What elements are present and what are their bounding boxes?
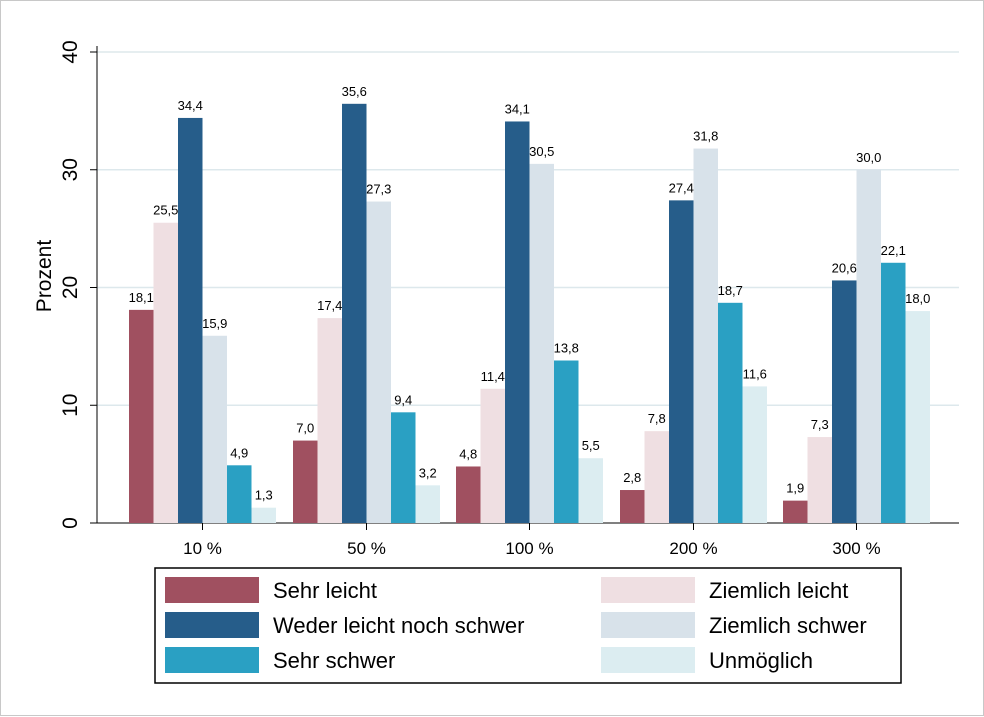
axis-layer: Prozent 0 10 20 30 40 10 % 50 % 100 % 200 % 300 % bbox=[33, 40, 959, 558]
bar-1-4 bbox=[620, 490, 645, 523]
legend-label-5: Sehr schwer bbox=[273, 648, 395, 673]
bar-1-2 bbox=[293, 440, 318, 523]
bar-4-2 bbox=[366, 201, 391, 524]
bar-2-5 bbox=[807, 437, 832, 523]
bar-3-2 bbox=[342, 103, 367, 523]
bar-5-5 bbox=[881, 262, 906, 523]
bar-4-4 bbox=[693, 148, 718, 523]
data-label-4-2: 27,3 bbox=[366, 182, 391, 197]
data-label-2-1: 25,5 bbox=[153, 203, 178, 218]
data-label-3-1: 34,4 bbox=[178, 98, 203, 113]
bar-5-4 bbox=[718, 302, 743, 523]
bar-2-4 bbox=[644, 431, 669, 523]
bar-6-5 bbox=[905, 311, 930, 523]
legend-label-6: Unmöglich bbox=[709, 648, 813, 673]
bar-5-3 bbox=[554, 360, 579, 523]
bar-6-1 bbox=[251, 507, 276, 523]
y-tick-label-30: 30 bbox=[59, 158, 82, 181]
bar-2-2 bbox=[317, 318, 342, 523]
x-tick-label-1: 10 % bbox=[183, 539, 222, 558]
bar-6-2 bbox=[415, 485, 440, 523]
data-label-1-3: 4,8 bbox=[459, 446, 477, 461]
data-label-6-2: 3,2 bbox=[419, 465, 437, 480]
bar-4-5 bbox=[856, 169, 881, 523]
legend-swatch-3 bbox=[165, 612, 259, 638]
bar-2-3 bbox=[480, 388, 505, 523]
x-tick-label-3: 100 % bbox=[505, 539, 553, 558]
data-label-1-5: 1,9 bbox=[786, 481, 804, 496]
bar-5-1 bbox=[227, 465, 252, 523]
y-axis-label: Prozent bbox=[33, 240, 56, 313]
legend-swatch-2 bbox=[601, 577, 695, 603]
bars-layer bbox=[129, 103, 930, 524]
x-tick-label-2: 50 % bbox=[347, 539, 386, 558]
legend-swatch-5 bbox=[165, 647, 259, 673]
bar-3-3 bbox=[505, 121, 530, 523]
bar-5-2 bbox=[391, 412, 416, 523]
bar-2-1 bbox=[153, 222, 178, 524]
data-label-4-4: 31,8 bbox=[693, 129, 718, 144]
data-label-2-3: 11,4 bbox=[481, 369, 505, 384]
data-label-2-5: 7,3 bbox=[811, 417, 829, 432]
legend-swatch-6 bbox=[601, 647, 695, 673]
bar-4-1 bbox=[202, 335, 227, 523]
data-label-3-2: 35,6 bbox=[342, 84, 367, 99]
legend-label-1: Sehr leicht bbox=[273, 578, 377, 603]
data-label-1-1: 18,1 bbox=[129, 290, 154, 305]
data-label-1-4: 2,8 bbox=[623, 470, 641, 485]
data-label-6-1: 1,3 bbox=[255, 488, 273, 503]
data-label-3-4: 27,4 bbox=[669, 180, 694, 195]
bar-3-5 bbox=[832, 280, 857, 523]
data-label-2-4: 7,8 bbox=[648, 411, 666, 426]
bar-4-3 bbox=[529, 163, 554, 524]
data-label-4-1: 15,9 bbox=[202, 316, 227, 331]
bar-1-1 bbox=[129, 309, 154, 523]
data-label-5-5: 22,1 bbox=[881, 243, 906, 258]
legend-label-4: Ziemlich schwer bbox=[709, 613, 867, 638]
legend-label-3: Weder leicht noch schwer bbox=[273, 613, 525, 638]
legend-box bbox=[154, 567, 902, 684]
bar-6-4 bbox=[742, 386, 767, 523]
data-label-6-5: 18,0 bbox=[905, 291, 930, 306]
x-tick-label-4: 200 % bbox=[669, 539, 717, 558]
y-tick-label-40: 40 bbox=[59, 40, 82, 63]
data-label-6-4: 11,6 bbox=[743, 366, 767, 381]
legend-label-2: Ziemlich leicht bbox=[709, 578, 848, 603]
legend: Sehr leicht Ziemlich leicht Weder leicht n… bbox=[154, 567, 902, 684]
data-label-5-1: 4,9 bbox=[230, 445, 248, 460]
x-tick-label-5: 300 % bbox=[832, 539, 880, 558]
y-tick-label-0: 0 bbox=[59, 517, 82, 529]
data-label-6-3: 5,5 bbox=[582, 438, 600, 453]
legend-swatch-4 bbox=[601, 612, 695, 638]
data-label-4-5: 30,0 bbox=[856, 150, 881, 165]
bar-6-3 bbox=[578, 458, 603, 523]
data-label-2-2: 17,4 bbox=[317, 298, 342, 313]
bar-1-5 bbox=[783, 500, 808, 523]
data-label-5-2: 9,4 bbox=[394, 392, 412, 407]
bar-1-3 bbox=[456, 466, 481, 523]
data-label-5-4: 18,7 bbox=[718, 283, 743, 298]
data-label-3-3: 34,1 bbox=[505, 101, 530, 116]
data-label-3-5: 20,6 bbox=[832, 260, 857, 275]
data-label-5-3: 13,8 bbox=[554, 341, 579, 356]
data-label-4-3: 30,5 bbox=[529, 144, 554, 159]
bar-3-1 bbox=[178, 117, 203, 523]
legend-swatch-1 bbox=[165, 577, 259, 603]
y-tick-label-20: 20 bbox=[59, 276, 82, 299]
y-tick-label-10: 10 bbox=[59, 394, 82, 417]
data-labels-layer: 18,1 25,5 34,4 15,9 4,9 1,3 7,0 17,4 35,6 27,3 9,4… bbox=[129, 84, 931, 503]
data-label-1-2: 7,0 bbox=[296, 421, 314, 436]
bar-3-4 bbox=[669, 200, 694, 524]
